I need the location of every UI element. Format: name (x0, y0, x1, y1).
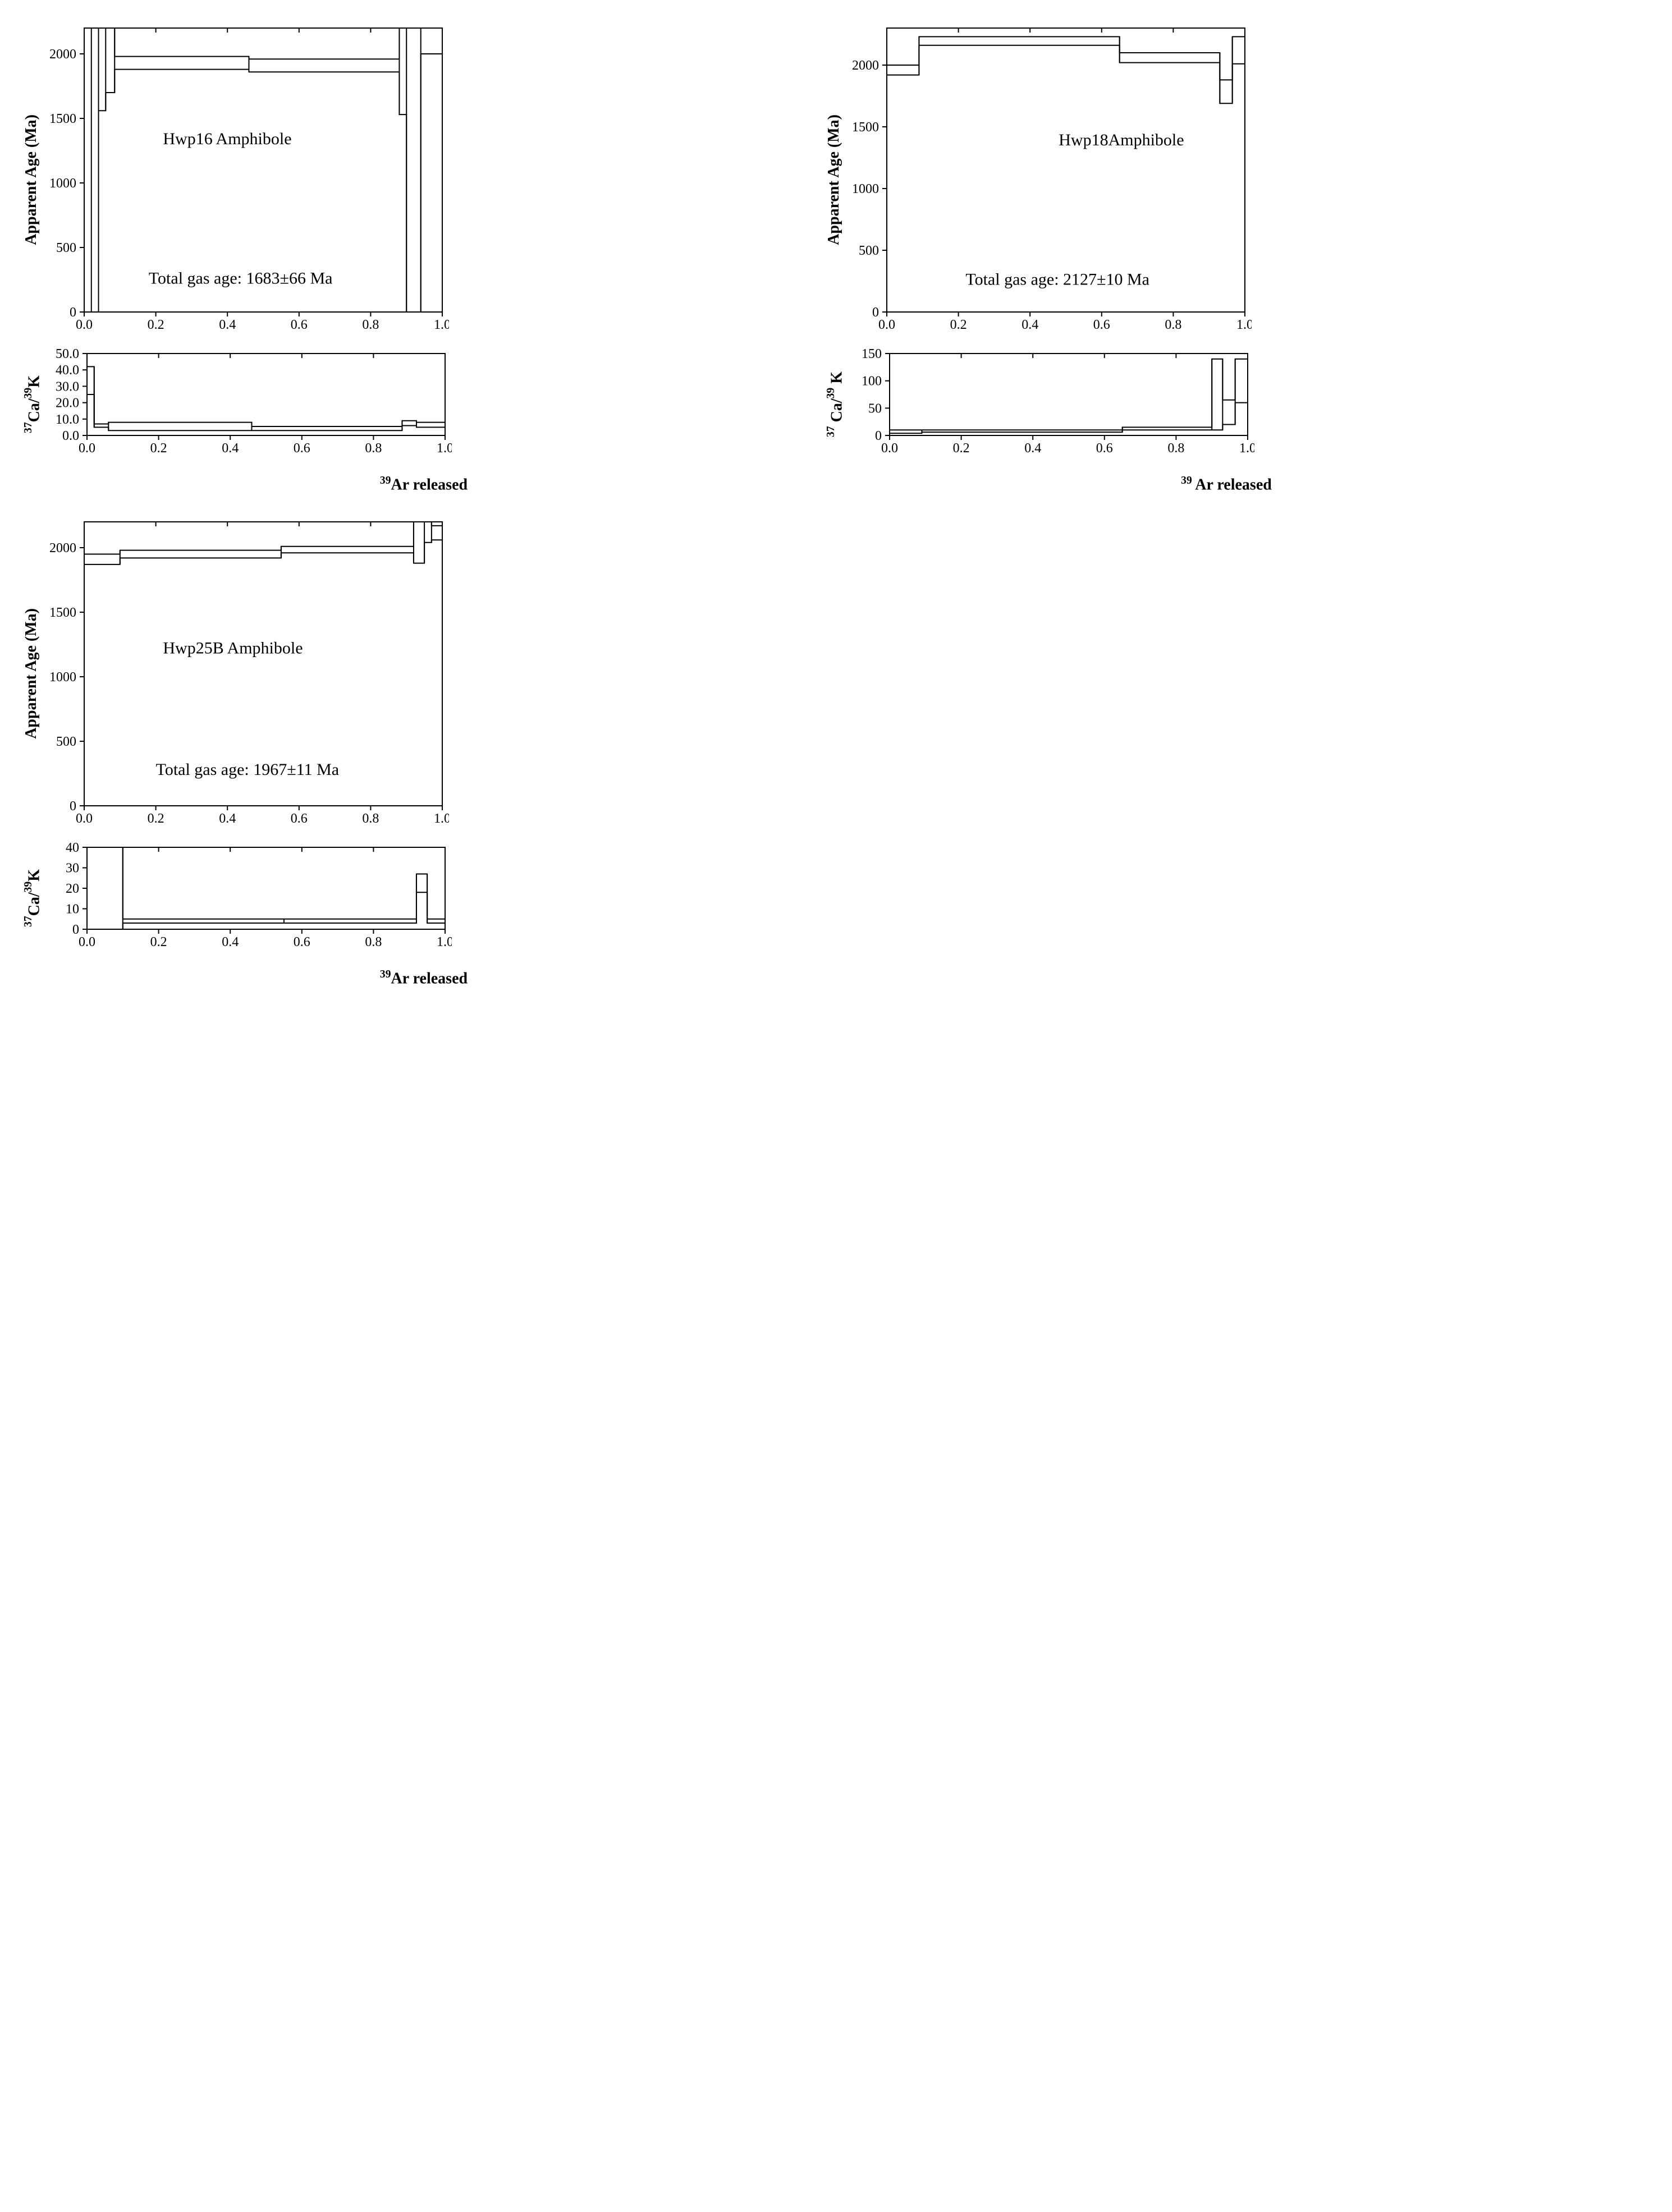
svg-text:0.2: 0.2 (148, 318, 164, 332)
y-axis-label-age: Apparent Age (Ma) (825, 114, 843, 245)
svg-text:2000: 2000 (49, 541, 76, 556)
gas-age-label: Total gas age: 1683±66 Ma (149, 269, 333, 287)
x-axis-label: 39Ar released (56, 969, 791, 988)
svg-text:0: 0 (875, 429, 882, 443)
ca-k-ratio-chart: 0.00.20.40.60.81.00.010.020.030.040.050.… (48, 348, 452, 460)
svg-text:30: 30 (66, 861, 79, 876)
svg-text:1500: 1500 (852, 120, 879, 135)
svg-text:0.4: 0.4 (222, 441, 239, 456)
y-axis-label-age: Apparent Age (Ma) (22, 114, 40, 245)
panel-hwp18: Apparent Age (Ma)0.00.20.40.60.81.005001… (825, 22, 1594, 494)
svg-text:0.6: 0.6 (291, 811, 308, 826)
x-axis-label: 39Ar released (56, 475, 791, 494)
svg-text:0.2: 0.2 (150, 441, 167, 456)
svg-text:0.8: 0.8 (365, 935, 382, 949)
svg-text:1500: 1500 (49, 605, 76, 620)
svg-text:0.0: 0.0 (76, 318, 93, 332)
y-axis-label-age: Apparent Age (Ma) (22, 608, 40, 739)
svg-text:500: 500 (56, 241, 76, 255)
svg-text:0: 0 (872, 305, 879, 320)
svg-text:40: 40 (66, 842, 79, 855)
svg-text:1000: 1000 (852, 182, 879, 196)
svg-text:500: 500 (859, 244, 879, 258)
panel-hwp16: Apparent Age (Ma) 0.0 0.2 0.4 0.6 0.8 1.0 0 500 1… (22, 22, 791, 494)
svg-text:0.4: 0.4 (219, 318, 236, 332)
svg-text:1000: 1000 (49, 670, 76, 685)
svg-text:20: 20 (66, 882, 79, 896)
svg-text:0.8: 0.8 (365, 441, 382, 456)
sample-label: Hwp25B Amphibole (163, 639, 303, 658)
svg-text:0.2: 0.2 (148, 811, 164, 826)
svg-text:0: 0 (72, 923, 79, 937)
ca-k-ratio-chart: 0.0 0.2 0.4 0.6 0.8 1.0 0 10 20 30 40 (48, 842, 452, 954)
svg-text:0.8: 0.8 (362, 811, 379, 826)
svg-text:0.2: 0.2 (950, 318, 967, 332)
svg-text:20.0: 20.0 (56, 396, 79, 411)
svg-text:50: 50 (868, 401, 882, 416)
gas-age-label: Total gas age: 2127±10 Ma (965, 270, 1149, 289)
svg-text:0.0: 0.0 (62, 429, 79, 443)
svg-text:0.4: 0.4 (1021, 318, 1038, 332)
svg-text:0.0: 0.0 (878, 318, 895, 332)
svg-text:10.0: 10.0 (56, 412, 79, 427)
svg-text:0.4: 0.4 (222, 935, 239, 949)
y-axis-label-ratio: 37Ca/39K (22, 869, 43, 927)
svg-text:1.0: 1.0 (1236, 318, 1252, 332)
svg-text:1.0: 1.0 (434, 811, 449, 826)
svg-text:0.6: 0.6 (1096, 441, 1113, 456)
svg-text:0.0: 0.0 (76, 811, 93, 826)
svg-text:1000: 1000 (49, 176, 76, 191)
age-spectrum-chart: 0.0 0.2 0.4 0.6 0.8 1.0 0 500 1000 1500 2000 Hwp25B… (45, 516, 449, 830)
svg-text:0.2: 0.2 (150, 935, 167, 949)
svg-text:500: 500 (56, 735, 76, 749)
svg-text:0.0: 0.0 (79, 935, 95, 949)
svg-text:0.0: 0.0 (881, 441, 898, 456)
sample-label: Hwp16 Amphibole (163, 130, 291, 148)
y-axis-label-ratio: 37 Ca/39 K (825, 371, 846, 437)
svg-text:0: 0 (70, 305, 76, 320)
svg-text:100: 100 (862, 374, 882, 389)
svg-text:0.4: 0.4 (219, 811, 236, 826)
x-axis-label: 39 Ar released (859, 475, 1594, 494)
svg-text:0.4: 0.4 (1025, 441, 1042, 456)
ca-k-ratio-chart: 0.0 0.2 0.4 0.6 0.8 1.0 0 50 100 150 (850, 348, 1254, 460)
svg-text:50.0: 50.0 (56, 348, 79, 361)
svg-text:2000: 2000 (852, 58, 879, 73)
svg-text:0.6: 0.6 (294, 935, 310, 949)
svg-text:1500: 1500 (49, 112, 76, 126)
svg-text:150: 150 (862, 348, 882, 361)
svg-text:1.0: 1.0 (437, 441, 452, 456)
svg-text:1.0: 1.0 (1239, 441, 1254, 456)
svg-text:10: 10 (66, 902, 79, 917)
svg-text:0.6: 0.6 (294, 441, 310, 456)
svg-text:0.2: 0.2 (953, 441, 970, 456)
svg-text:2000: 2000 (49, 47, 76, 62)
age-spectrum-chart: 0.0 0.2 0.4 0.6 0.8 1.0 0 500 1000 1500 2000 Hwp16 … (45, 22, 449, 337)
age-spectrum-chart: 0.0 0.2 0.4 0.6 0.8 1.0 0 500 1000 1500 2000 Hwp18A… (848, 22, 1252, 337)
y-axis-label-ratio: 37Ca/39K (22, 375, 43, 433)
panel-hwp25b: Apparent Age (Ma) 0.0 0.2 0.4 0.6 0.8 1.0 0 500 1… (22, 516, 791, 988)
gas-age-label: Total gas age: 1967±11 Ma (156, 760, 340, 779)
svg-text:0.6: 0.6 (291, 318, 308, 332)
svg-text:0: 0 (70, 799, 76, 814)
svg-text:0.0: 0.0 (79, 441, 95, 456)
svg-text:1.0: 1.0 (437, 935, 452, 949)
svg-text:0.8: 0.8 (362, 318, 379, 332)
svg-text:40.0: 40.0 (56, 363, 79, 378)
svg-text:0.8: 0.8 (1168, 441, 1185, 456)
sample-label: Hwp18Amphibole (1059, 131, 1184, 149)
svg-text:0.6: 0.6 (1093, 318, 1110, 332)
svg-text:1.0: 1.0 (434, 318, 449, 332)
svg-text:30.0: 30.0 (56, 379, 79, 394)
svg-text:0.8: 0.8 (1165, 318, 1181, 332)
